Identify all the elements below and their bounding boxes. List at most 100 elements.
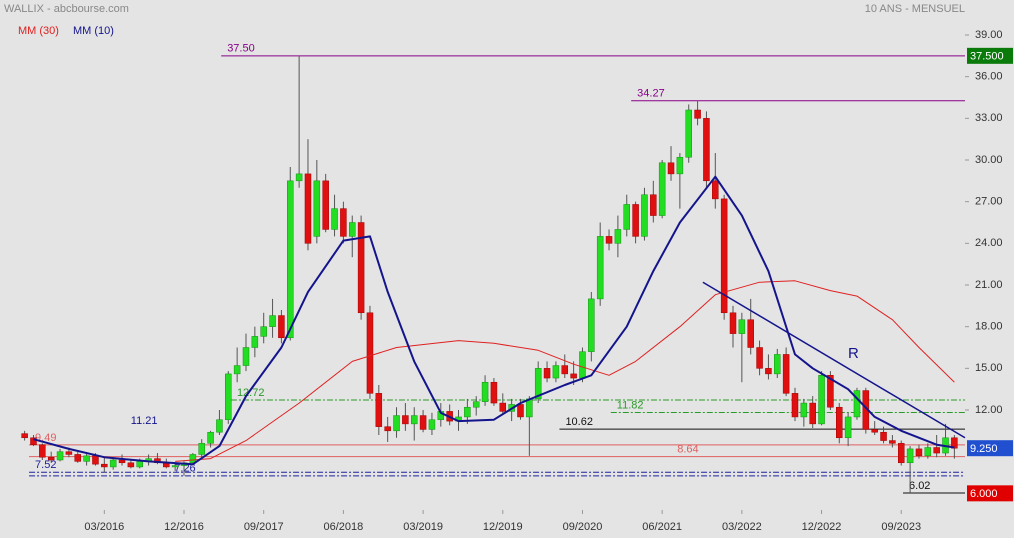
candle-body <box>676 156 684 175</box>
candle-body <box>189 454 197 464</box>
candle-body <box>109 459 117 468</box>
candle-body <box>171 465 179 468</box>
candle-body <box>756 347 763 369</box>
y-tick-label: 21.00 <box>975 279 1003 291</box>
candle-body <box>889 440 896 444</box>
x-tick-label: 09/2023 <box>881 521 921 533</box>
candle-body <box>74 454 82 462</box>
candle-body <box>233 365 241 375</box>
candle-body <box>375 393 383 427</box>
candle-body <box>853 390 861 418</box>
candle-body <box>685 109 692 158</box>
price-tag-label: 37.500 <box>970 51 1004 63</box>
candle-body <box>313 180 321 237</box>
candle-body <box>747 319 754 348</box>
candle-body <box>605 236 613 244</box>
candle-body <box>827 375 834 408</box>
candle-body <box>552 365 560 379</box>
y-tick-label: 24.00 <box>975 237 1003 249</box>
candle-body <box>844 416 852 439</box>
candle-body <box>101 463 108 468</box>
level-label: 7.26 <box>174 463 195 475</box>
candle-body <box>322 180 329 230</box>
candle-body <box>782 354 790 394</box>
candle-body <box>836 406 843 439</box>
chart-title: WALLIX - abcbourse.com <box>4 3 129 15</box>
candle-body <box>464 406 471 418</box>
trendline-label: R <box>848 345 859 362</box>
candle-body <box>21 433 28 439</box>
candle-body <box>419 415 427 430</box>
candle-body <box>791 393 799 418</box>
x-tick-label: 09/2017 <box>244 521 284 533</box>
candle-body <box>623 204 630 230</box>
candle-body <box>428 419 436 430</box>
level-label: 6.02 <box>909 480 930 492</box>
candle-body <box>472 401 480 408</box>
candle-body <box>260 326 267 337</box>
candle-body <box>331 208 338 230</box>
x-tick-label: 12/2016 <box>164 521 204 533</box>
y-tick-label: 27.00 <box>975 196 1003 208</box>
candle-body <box>667 162 675 175</box>
candle-body <box>933 447 940 454</box>
legend-entry: MM (10) <box>73 25 114 37</box>
candle-body <box>561 365 569 375</box>
candle-body <box>951 437 958 449</box>
candle-body <box>765 368 772 375</box>
candle-body <box>579 351 586 379</box>
candle-body <box>278 315 285 339</box>
candle-body <box>357 222 365 314</box>
candle-body <box>127 462 135 468</box>
y-tick-label: 33.00 <box>975 112 1003 124</box>
candle-body <box>526 398 533 418</box>
candle-body <box>92 455 99 465</box>
annotation: 11.21 <box>131 415 158 427</box>
candle-body <box>251 336 259 348</box>
candle-body <box>650 194 657 216</box>
candle-body <box>703 118 710 182</box>
level-label: 37.50 <box>227 43 255 55</box>
candle-body <box>712 180 719 200</box>
price-tag <box>967 485 1013 502</box>
y-tick-label: 36.00 <box>975 71 1003 83</box>
price-tag <box>967 440 1013 457</box>
candle-body <box>588 298 595 352</box>
moving-average-line <box>175 280 955 462</box>
y-tick-label: 15.00 <box>975 362 1003 374</box>
candle-body <box>570 373 577 379</box>
candle-body <box>800 402 808 418</box>
candle-body <box>641 194 648 237</box>
candle-body <box>30 437 37 445</box>
y-tick-label: 39.00 <box>975 29 1003 41</box>
candle-body <box>295 173 303 182</box>
candle-body <box>490 381 498 404</box>
price-tag-label: 9.250 <box>970 443 998 455</box>
level-label: 8.64 <box>677 444 698 456</box>
candle-body <box>83 455 90 462</box>
candle-body <box>216 419 223 433</box>
candle-body <box>729 312 737 334</box>
x-tick-label: 12/2022 <box>802 521 842 533</box>
y-tick-label: 12.00 <box>975 404 1003 416</box>
candle-body <box>65 451 73 455</box>
candle-body <box>818 375 825 425</box>
candle-body <box>225 373 232 420</box>
candle-body <box>349 222 356 237</box>
candle-body <box>39 444 46 458</box>
price-tag <box>967 47 1013 64</box>
x-tick-label: 09/2020 <box>563 521 603 533</box>
candle-body <box>340 208 347 237</box>
moving-average-line <box>33 175 955 466</box>
candle-body <box>632 204 639 237</box>
trendline <box>702 281 966 439</box>
candle-body <box>543 368 551 379</box>
candle-body <box>871 429 878 433</box>
candle-body <box>402 415 409 425</box>
x-tick-label: 03/2016 <box>84 521 124 533</box>
candle-body <box>614 229 622 244</box>
candle-body <box>47 456 55 461</box>
candle-body <box>774 354 781 375</box>
